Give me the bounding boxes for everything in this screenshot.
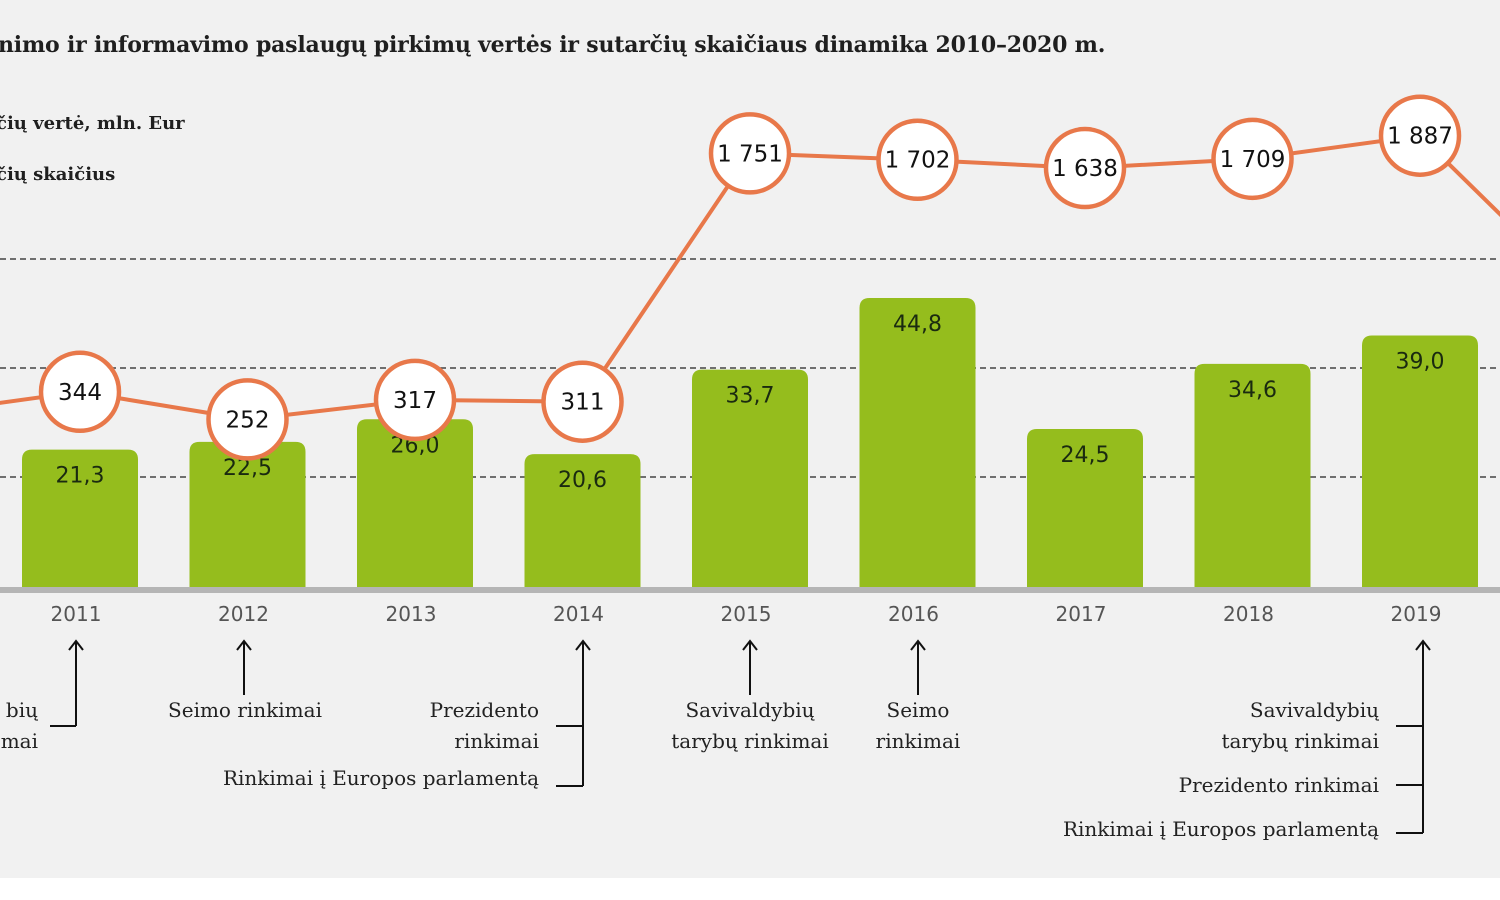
line-value-label: 344	[58, 380, 102, 406]
bar	[22, 449, 138, 587]
x-tick-label: 2014	[553, 602, 604, 626]
annotation-2019-municipal: Savivaldybių tarybų rinkimai	[1222, 695, 1380, 757]
x-tick-label: 2016	[888, 602, 939, 626]
annotation-2014-president: Prezidento rinkimai	[430, 695, 539, 757]
line-value-label: 1 702	[885, 148, 951, 174]
line-value-label: 317	[393, 388, 437, 414]
annotation-line: rinkimai	[875, 729, 961, 753]
legend-line-label: čių skaičius	[0, 164, 116, 185]
bar-series: 21,3 22,526,020,633,744,824,534,639,0	[22, 298, 1478, 587]
bar-value-label: 20,6	[558, 468, 607, 493]
bar-value-label: 44,8	[893, 312, 942, 337]
line-value-label: 252	[226, 407, 270, 433]
bar-value-label: 24,5	[1061, 443, 1110, 468]
bar-value-label: 21,3	[56, 464, 105, 489]
annotation-line: Seimo rinkimai	[168, 698, 322, 722]
annotation-line: Savivaldybių	[685, 698, 815, 722]
bar-value-label: 34,6	[1228, 378, 1277, 403]
line-point	[38, 350, 122, 434]
line-point	[1043, 126, 1127, 210]
bar	[692, 369, 808, 587]
annotation-line: Prezidento rinkimai	[1178, 773, 1379, 797]
annotation-line: mai	[0, 729, 38, 753]
chart-title: nimo ir informavimo paslaugų pirkimų ver…	[0, 32, 1106, 58]
line-point	[876, 118, 959, 201]
annotation-line: Savivaldybių	[1249, 698, 1379, 722]
line-value-label: 1 887	[1387, 124, 1453, 150]
legend-bar-label: čių vertė, mln. Eur	[0, 113, 185, 134]
annotation-2014-eu: Rinkimai į Europos parlamentą	[223, 763, 539, 794]
bar-value-label: 39,0	[1396, 349, 1445, 374]
x-tick-label: 2012	[218, 602, 269, 626]
bar-value-label: 33,7	[726, 384, 775, 409]
bar	[189, 441, 306, 587]
annotation-line: tarybų rinkimai	[671, 729, 829, 753]
annotation-2019-eu: Rinkimai į Europos parlamentą	[1063, 814, 1379, 845]
bar	[357, 419, 473, 587]
annotation-2016: Seimo rinkimai	[858, 695, 978, 757]
annotation-line: bių	[5, 698, 38, 722]
line-point	[1378, 94, 1462, 177]
x-tick-label: 2013	[385, 602, 437, 626]
bar	[1194, 363, 1311, 587]
chart-canvas: nimo ir informavimo paslaugų pirkimų ver…	[0, 0, 1500, 878]
x-tick-label: 2018	[1223, 602, 1274, 626]
bar	[524, 454, 641, 587]
annotation-2015: Savivaldybių tarybų rinkimai	[645, 695, 855, 757]
line-points: 344 252 317 311 1 751 1 702 1 638 1 709 1 887	[38, 94, 1462, 461]
combo-chart: 21,3 22,526,020,633,744,824,534,639,0 344…	[0, 94, 1500, 834]
line-point	[206, 378, 289, 461]
bar	[1362, 335, 1478, 587]
bar	[859, 298, 976, 587]
x-tick-label: 2019	[1390, 602, 1442, 626]
annotation-line: Rinkimai į Europos parlamentą	[1062, 817, 1379, 841]
line-value-label: 1 709	[1220, 147, 1286, 173]
line-point	[708, 112, 792, 195]
annotation-line: Rinkimai į Europos parlamentą	[222, 766, 539, 790]
line-value-label: 1 638	[1052, 156, 1118, 182]
x-tick-label: 2015	[720, 602, 772, 626]
annotation-line: rinkimai	[454, 729, 539, 753]
annotation-line: Seimo	[886, 698, 950, 722]
annotation-2011: bių mai	[1, 695, 38, 757]
bar	[1027, 428, 1143, 587]
annotation-arrows	[50, 639, 1431, 834]
x-tick-label: 2011	[50, 602, 102, 626]
x-tick-label: 2017	[1055, 602, 1107, 626]
annotation-line: tarybų rinkimai	[1221, 729, 1380, 753]
annotation-2012: Seimo rinkimai	[140, 695, 350, 726]
line-point	[541, 360, 624, 443]
line-point	[1211, 117, 1294, 201]
line-point	[373, 358, 457, 442]
line-value-label: 311	[561, 390, 605, 416]
line-value-label: 1 751	[717, 141, 783, 167]
annotation-2019-president: Prezidento rinkimai	[1179, 770, 1379, 801]
annotation-line: Prezidento	[429, 698, 539, 722]
